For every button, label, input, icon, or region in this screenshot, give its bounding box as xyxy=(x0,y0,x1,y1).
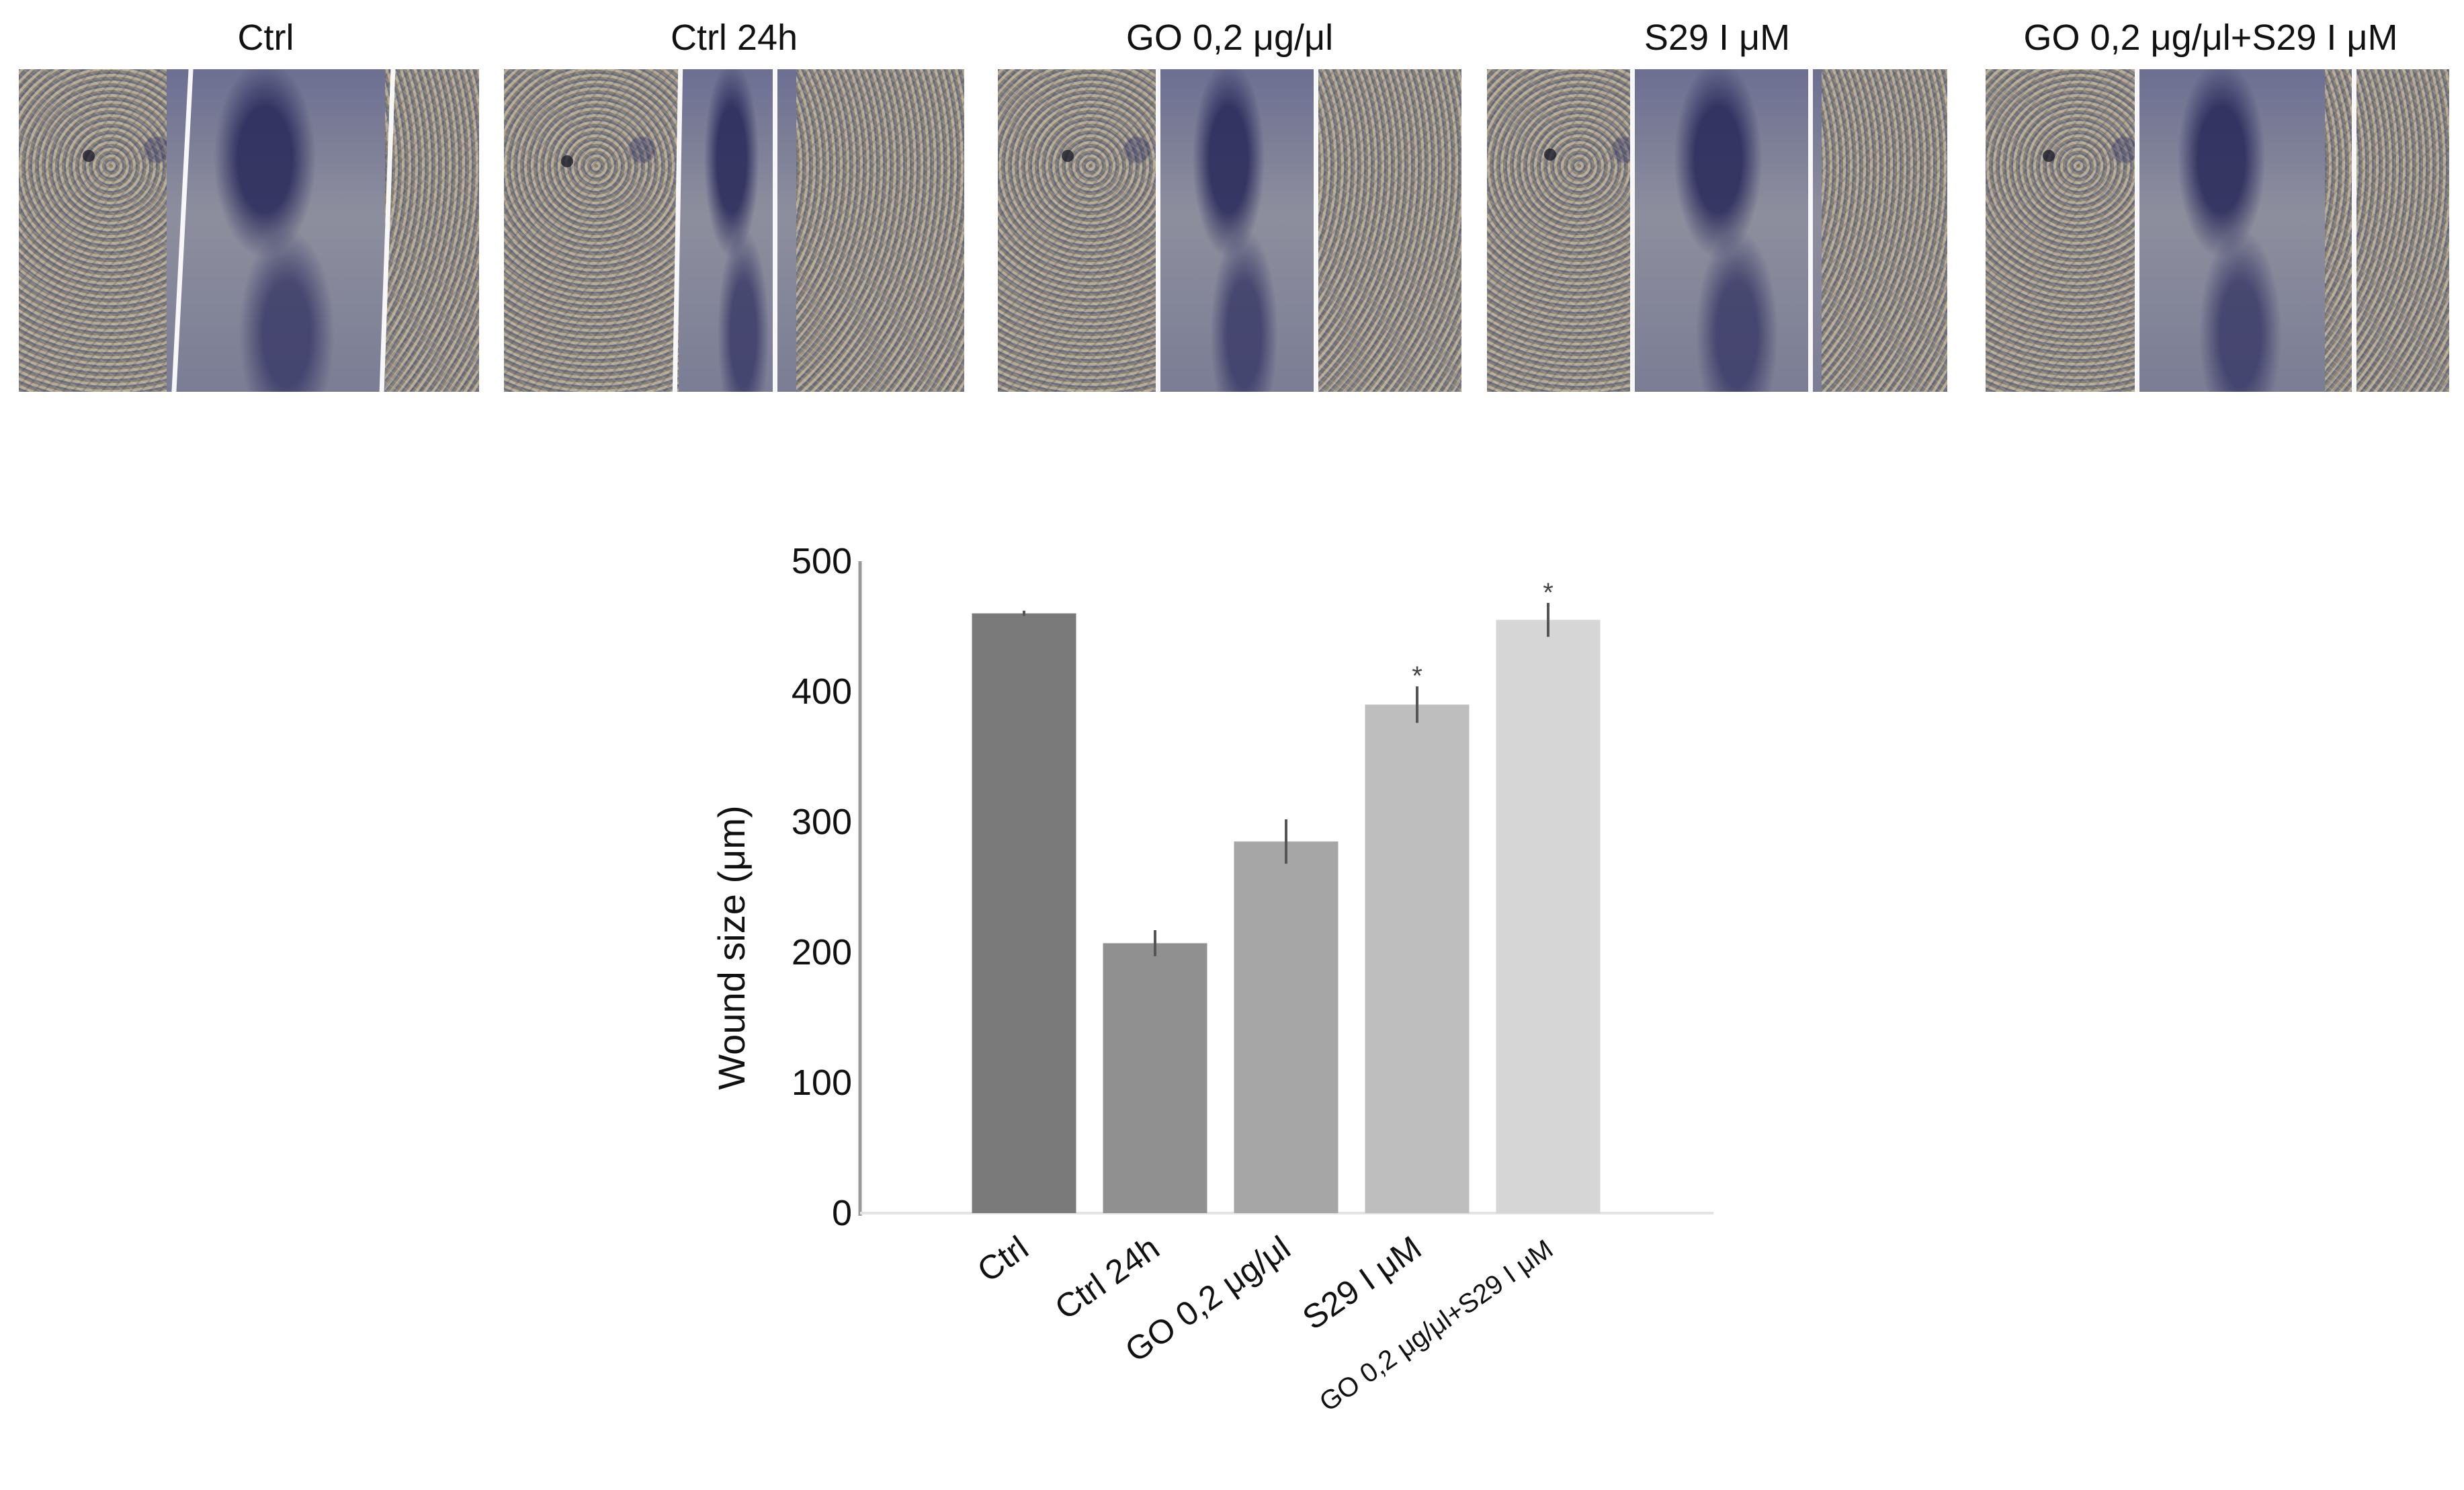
y-tick-label: 500 xyxy=(792,541,852,581)
bar xyxy=(1103,943,1207,1213)
bar xyxy=(1496,620,1601,1213)
x-tick-label: S29 I μM xyxy=(1295,1229,1428,1337)
x-tick-label: Ctrl 24h xyxy=(1048,1229,1166,1327)
panel-title-ctrl-24h: Ctrl 24h xyxy=(670,17,798,58)
x-tick-label: GO 0,2 μg/μl+S29 I μM xyxy=(1314,1234,1558,1417)
panel-title-go-s29: GO 0,2 μg/μl+S29 I μM xyxy=(2023,17,2398,58)
y-tick-label: 100 xyxy=(792,1063,852,1103)
y-tick-label: 200 xyxy=(792,932,852,972)
micrograph-ctrl xyxy=(19,69,479,392)
panel-title-s29: S29 I μM xyxy=(1644,17,1791,58)
bars xyxy=(972,613,1601,1213)
micrograph-ctrl-24h xyxy=(504,69,964,392)
panel-title-go: GO 0,2 μg/μl xyxy=(1125,17,1334,58)
bar xyxy=(1365,704,1470,1213)
y-tick-label: 400 xyxy=(792,671,852,712)
y-tick-label: 0 xyxy=(832,1193,852,1233)
y-axis-title: Wound size (μm) xyxy=(710,805,753,1089)
micrograph-s29 xyxy=(1487,69,1947,392)
significance-marker: * xyxy=(1543,578,1554,608)
micrograph-go xyxy=(998,69,1461,392)
bar xyxy=(1234,841,1339,1213)
significance-marker: * xyxy=(1412,661,1422,691)
y-tick-label: 300 xyxy=(792,802,852,842)
bar xyxy=(972,613,1076,1213)
y-axis: 0 100 200 300 400 500 xyxy=(792,541,862,1233)
significance-markers: ** xyxy=(1412,578,1554,691)
x-tick-label: Ctrl xyxy=(970,1229,1035,1289)
panel-title-ctrl: Ctrl xyxy=(237,17,294,58)
error-bars xyxy=(1023,603,1549,956)
micrograph-go-s29 xyxy=(1986,69,2449,392)
